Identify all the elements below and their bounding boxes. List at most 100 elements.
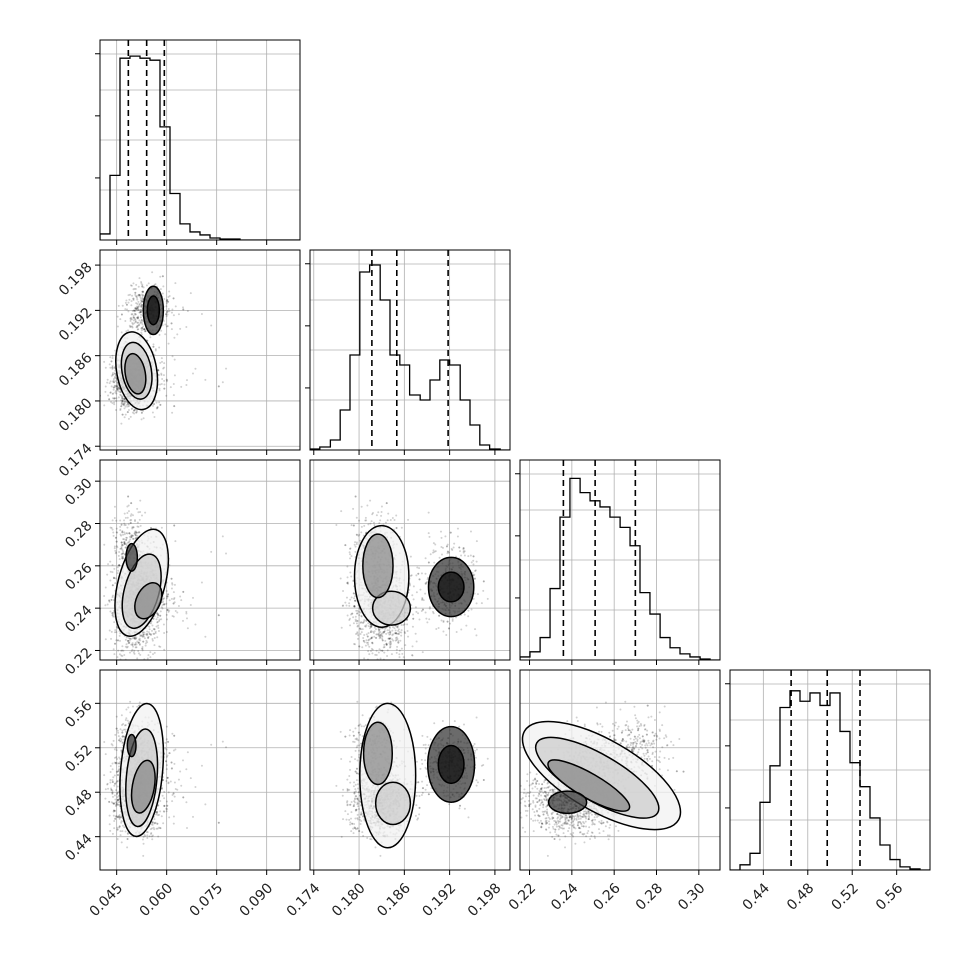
scatter-point <box>118 564 121 567</box>
scatter-point <box>114 552 117 555</box>
scatter-point <box>355 632 358 635</box>
scatter-point <box>380 633 383 636</box>
scatter-point <box>385 643 388 646</box>
scatter-point <box>377 511 380 514</box>
scatter-point <box>143 328 146 331</box>
scatter-point <box>375 633 378 636</box>
scatter-point <box>168 310 171 313</box>
scatter-point <box>133 316 136 319</box>
scatter-point <box>373 630 376 633</box>
scatter-point <box>123 407 126 410</box>
scatter-point <box>389 631 392 634</box>
scatter-point <box>126 405 129 408</box>
scatter-point <box>132 409 135 412</box>
scatter-point <box>182 590 185 593</box>
scatter-point <box>359 539 362 542</box>
scatter-point <box>179 595 182 598</box>
scatter-point <box>360 615 363 618</box>
scatter-point <box>398 632 401 635</box>
scatter-point <box>135 308 138 311</box>
scatter-point <box>123 533 126 536</box>
scatter-point <box>388 629 391 632</box>
scatter-point <box>140 333 143 336</box>
scatter-point <box>116 389 119 392</box>
scatter-point <box>133 637 136 640</box>
scatter-point <box>136 324 139 327</box>
scatter-point <box>120 399 123 402</box>
scatter-point <box>121 531 124 534</box>
scatter-point <box>363 641 366 644</box>
scatter-point <box>133 312 136 315</box>
scatter-point <box>127 310 130 313</box>
scatter-point <box>115 399 118 402</box>
scatter-point <box>418 578 421 581</box>
scatter-point <box>125 636 128 639</box>
scatter-point <box>110 401 113 404</box>
scatter-point <box>173 405 176 408</box>
scatter-point <box>155 401 158 404</box>
scatter-point <box>159 614 162 617</box>
scatter-point <box>140 281 143 284</box>
scatter-point <box>139 524 142 527</box>
scatter-point <box>412 617 415 620</box>
scatter-point <box>137 324 140 327</box>
scatter-point <box>123 541 126 544</box>
scatter-point <box>162 600 165 603</box>
scatter-point <box>117 396 120 399</box>
scatter-point <box>157 374 160 377</box>
scatter-point <box>146 632 149 635</box>
scatter-point <box>385 643 388 646</box>
scatter-point <box>389 630 392 633</box>
scatter-point <box>434 543 437 546</box>
scatter-point <box>114 389 117 392</box>
scatter-point <box>115 397 118 400</box>
scatter-point <box>137 308 140 311</box>
scatter-point <box>127 417 130 420</box>
scatter-point <box>140 297 143 300</box>
scatter-point <box>163 597 166 600</box>
scatter-point <box>163 379 166 382</box>
scatter-point <box>152 632 155 635</box>
scatter-point <box>345 604 348 607</box>
scatter-point <box>136 303 139 306</box>
scatter-point <box>403 630 406 633</box>
scatter-point <box>367 650 370 653</box>
scatter-point <box>378 628 381 631</box>
scatter-point <box>389 633 392 636</box>
scatter-point <box>151 271 154 274</box>
scatter-point <box>109 391 112 394</box>
scatter-point <box>369 625 372 628</box>
scatter-point <box>163 366 166 369</box>
scatter-point <box>133 309 136 312</box>
scatter-point <box>140 282 143 285</box>
scatter-point <box>114 642 117 645</box>
scatter-point <box>123 541 126 544</box>
scatter-point <box>123 404 126 407</box>
scatter-point <box>150 633 153 636</box>
scatter-point <box>135 308 138 311</box>
scatter-point <box>140 300 143 303</box>
scatter-point <box>165 302 168 305</box>
scatter-point <box>147 631 150 634</box>
scatter-point <box>113 381 116 384</box>
scatter-point <box>110 374 113 377</box>
scatter-point <box>156 405 159 408</box>
scatter-point <box>131 407 134 410</box>
scatter-point <box>127 294 130 297</box>
scatter-point <box>167 300 170 303</box>
scatter-point <box>447 551 450 554</box>
y-tick-label: 0.22 <box>62 645 95 678</box>
scatter-point <box>117 554 120 557</box>
scatter-point <box>134 643 137 646</box>
scatter-point <box>134 288 137 291</box>
scatter-point <box>370 637 373 640</box>
scatter-point <box>200 581 203 584</box>
scatter-point <box>378 630 381 633</box>
scatter-point <box>421 651 424 654</box>
scatter-point <box>159 275 162 278</box>
scatter-point <box>137 308 140 311</box>
scatter-point <box>170 597 173 600</box>
scatter-point <box>129 284 132 287</box>
histogram-step <box>100 55 300 240</box>
scatter-point <box>340 510 343 513</box>
